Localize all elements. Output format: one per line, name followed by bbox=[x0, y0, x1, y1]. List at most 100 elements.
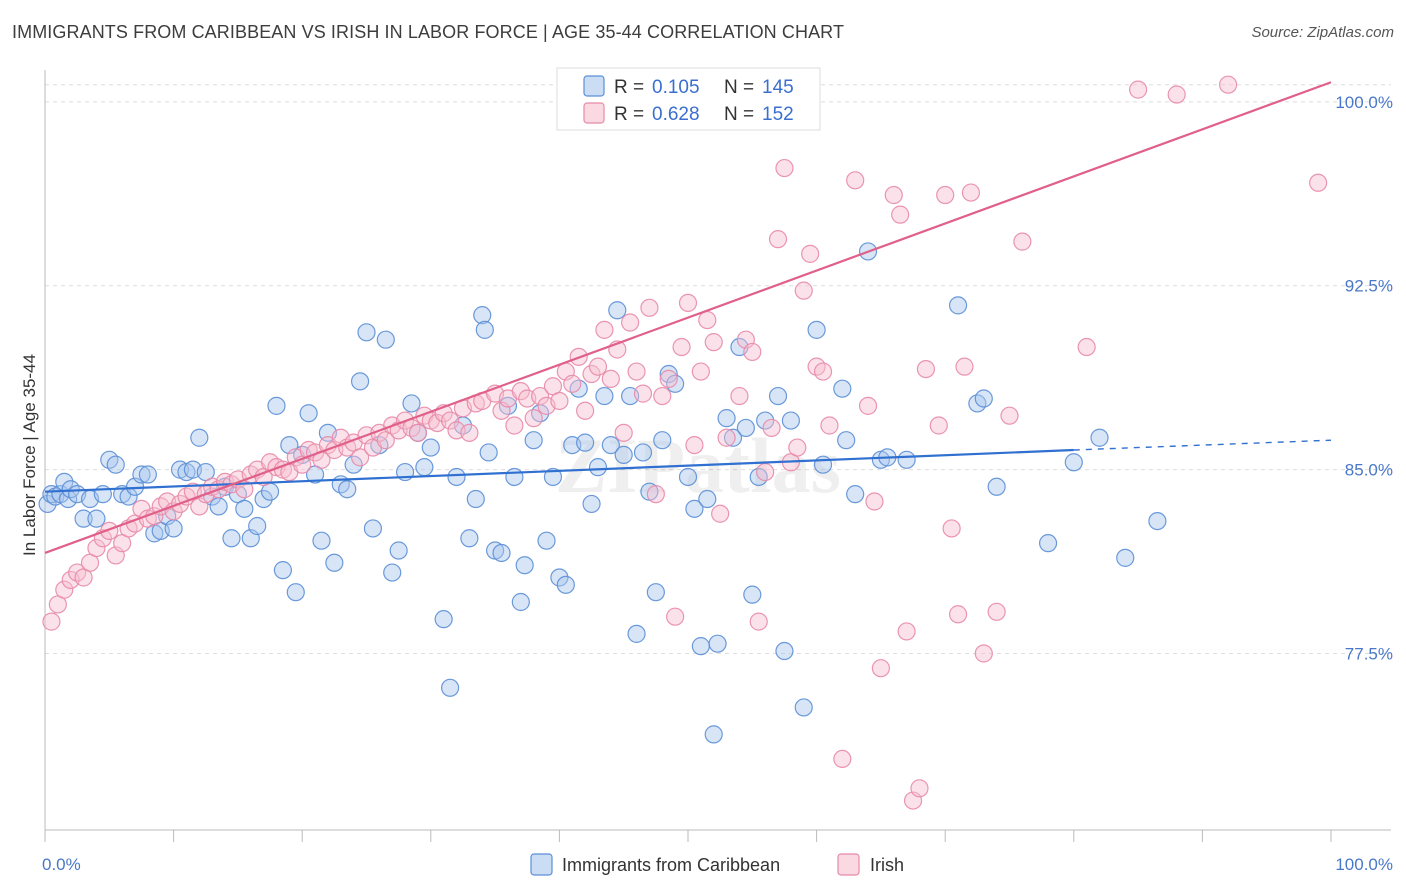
data-point-caribbean bbox=[775, 641, 794, 661]
trend-line-caribbean-extension bbox=[1073, 439, 1332, 451]
data-point-irish bbox=[576, 401, 595, 420]
data-point-irish bbox=[717, 428, 736, 447]
series-irish-points bbox=[42, 75, 1328, 810]
data-point-caribbean bbox=[286, 583, 305, 602]
legend-swatch-irish bbox=[583, 102, 605, 124]
data-point-caribbean bbox=[87, 509, 106, 528]
data-point-caribbean bbox=[608, 301, 627, 320]
data-point-caribbean bbox=[556, 575, 575, 594]
data-point-caribbean bbox=[1038, 534, 1058, 553]
y-tick-labels: 77.5% 85.0% 92.5% 100.0% bbox=[1335, 93, 1393, 664]
data-point-irish bbox=[531, 386, 550, 406]
data-point-caribbean bbox=[479, 443, 498, 462]
y-axis-label: In Labor Force | Age 35-44 bbox=[20, 354, 39, 556]
data-point-irish bbox=[550, 391, 569, 411]
data-point-caribbean bbox=[846, 485, 865, 504]
data-point-irish bbox=[955, 357, 974, 376]
data-point-irish bbox=[865, 492, 884, 511]
data-point-caribbean bbox=[813, 455, 833, 474]
data-point-caribbean bbox=[524, 431, 543, 450]
data-point-caribbean bbox=[833, 379, 852, 398]
data-point-irish bbox=[942, 519, 961, 538]
data-point-caribbean bbox=[473, 306, 492, 325]
data-point-caribbean bbox=[190, 428, 209, 447]
data-point-caribbean bbox=[235, 499, 254, 518]
data-point-irish bbox=[595, 320, 614, 339]
data-point-caribbean bbox=[74, 509, 93, 528]
data-point-irish bbox=[788, 438, 807, 457]
bottom-legend: Immigrants from Caribbean Irish bbox=[530, 853, 904, 876]
data-point-caribbean bbox=[209, 497, 228, 516]
data-point-caribbean bbox=[756, 411, 775, 430]
data-point-caribbean bbox=[678, 467, 698, 487]
data-point-irish bbox=[833, 749, 852, 769]
data-point-irish bbox=[794, 281, 813, 300]
data-point-caribbean bbox=[601, 435, 620, 455]
legend-n-label-caribbean: N = bbox=[724, 77, 754, 98]
data-point-caribbean bbox=[987, 477, 1006, 496]
data-point-irish bbox=[505, 416, 524, 435]
bottom-legend-caribbean: Immigrants from Caribbean bbox=[562, 855, 780, 875]
trend-lines bbox=[44, 81, 1332, 555]
legend-r-label-caribbean: R = bbox=[614, 77, 644, 98]
bottom-legend-irish: Irish bbox=[870, 855, 904, 875]
data-point-caribbean bbox=[460, 529, 479, 548]
data-point-irish bbox=[666, 607, 685, 626]
data-point-caribbean bbox=[511, 592, 530, 612]
trend-line-irish bbox=[44, 81, 1332, 555]
legend-n-value-irish: 152 bbox=[762, 104, 794, 125]
data-point-irish bbox=[929, 416, 948, 435]
data-point-caribbean bbox=[312, 531, 331, 550]
chart-title: IMMIGRANTS FROM CARIBBEAN VS IRISH IN LA… bbox=[12, 22, 845, 42]
data-point-irish bbox=[55, 580, 74, 599]
data-point-irish bbox=[588, 357, 608, 376]
data-point-irish bbox=[871, 659, 891, 678]
data-point-irish bbox=[974, 644, 993, 663]
data-point-caribbean bbox=[106, 455, 125, 474]
y-tick-label: 100.0% bbox=[1335, 93, 1393, 112]
data-point-caribbean bbox=[743, 585, 762, 604]
data-point-caribbean bbox=[402, 394, 421, 413]
data-point-caribbean bbox=[273, 561, 293, 580]
data-point-irish bbox=[936, 185, 955, 205]
grid-lines bbox=[45, 84, 1391, 654]
data-point-caribbean bbox=[466, 489, 485, 509]
data-point-caribbean bbox=[717, 409, 736, 428]
data-point-irish bbox=[659, 369, 678, 389]
data-point-caribbean bbox=[698, 489, 717, 509]
data-point-irish bbox=[1309, 173, 1328, 192]
data-point-irish bbox=[511, 382, 530, 401]
data-point-irish bbox=[678, 293, 698, 313]
data-point-irish bbox=[711, 504, 730, 523]
data-point-irish bbox=[858, 396, 878, 415]
data-point-caribbean bbox=[685, 499, 704, 518]
data-point-caribbean bbox=[38, 494, 57, 514]
legend-n-value-caribbean: 145 bbox=[762, 77, 794, 98]
data-point-caribbean bbox=[948, 296, 968, 315]
y-tick-label: 85.0% bbox=[1345, 461, 1393, 480]
data-point-irish bbox=[87, 538, 106, 558]
data-point-caribbean bbox=[837, 431, 856, 450]
data-point-caribbean bbox=[708, 634, 727, 653]
data-point-caribbean bbox=[415, 458, 434, 477]
data-point-caribbean bbox=[267, 396, 286, 415]
data-point-irish bbox=[633, 384, 653, 403]
legend-r-label-irish: R = bbox=[614, 104, 644, 125]
data-point-irish bbox=[42, 612, 61, 631]
data-point-irish bbox=[653, 386, 672, 406]
x-tick-labels: 0.0% 100.0% bbox=[42, 855, 1393, 874]
data-point-irish bbox=[601, 369, 620, 389]
data-point-irish bbox=[640, 298, 659, 317]
data-point-caribbean bbox=[543, 467, 563, 487]
data-point-irish bbox=[1128, 80, 1148, 99]
data-point-irish bbox=[884, 185, 903, 205]
data-point-irish bbox=[749, 612, 768, 631]
data-point-irish bbox=[704, 333, 723, 352]
data-point-caribbean bbox=[505, 467, 524, 487]
data-point-caribbean bbox=[1064, 453, 1083, 472]
data-point-caribbean bbox=[376, 330, 395, 349]
data-point-irish bbox=[614, 423, 633, 442]
data-point-caribbean bbox=[1116, 548, 1135, 567]
data-point-irish bbox=[756, 462, 775, 482]
